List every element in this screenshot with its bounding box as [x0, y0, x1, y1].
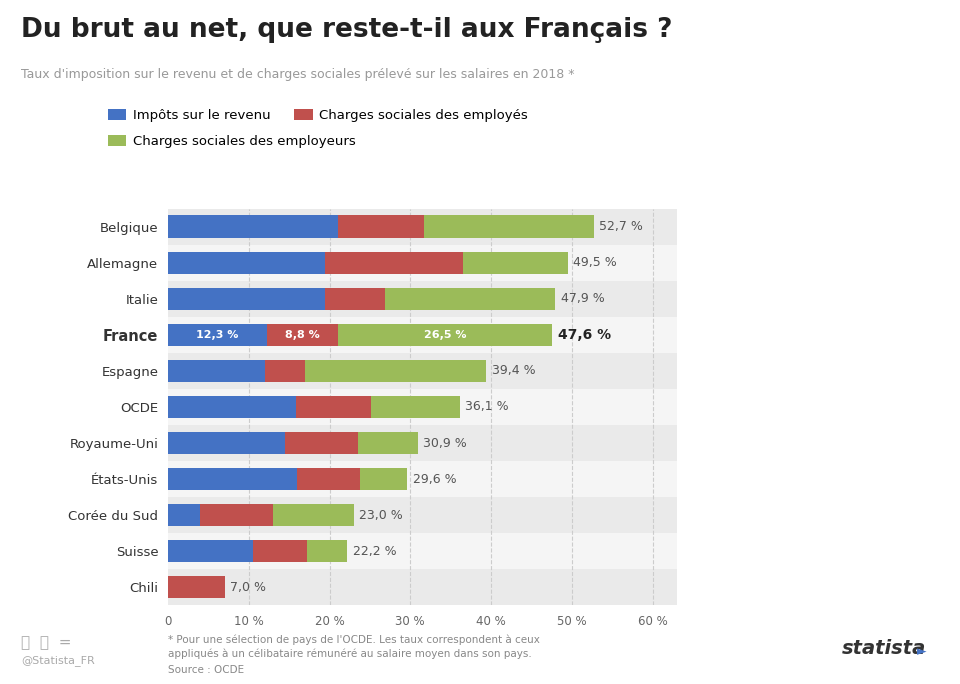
Bar: [168, 425, 701, 461]
Bar: [285, 432, 358, 454]
Bar: [168, 504, 201, 527]
Bar: [168, 324, 267, 346]
Bar: [267, 324, 339, 346]
Bar: [168, 389, 701, 425]
Legend: Impôts sur le revenu, Charges sociales des employés: Impôts sur le revenu, Charges sociales d…: [103, 104, 534, 127]
Bar: [273, 504, 353, 527]
Text: 49,5 %: 49,5 %: [573, 256, 617, 269]
Bar: [339, 324, 552, 346]
Bar: [168, 317, 701, 353]
Bar: [168, 209, 701, 245]
Text: 30,9 %: 30,9 %: [423, 436, 467, 449]
Text: * Pour une sélection de pays de l'OCDE. Les taux correspondent à ceux: * Pour une sélection de pays de l'OCDE. …: [168, 635, 540, 645]
Text: 26,5 %: 26,5 %: [424, 330, 467, 340]
Bar: [298, 468, 360, 490]
Bar: [168, 287, 325, 310]
Bar: [168, 540, 252, 562]
Text: 29,6 %: 29,6 %: [413, 473, 456, 486]
Text: ⓒ  ⓘ  =: ⓒ ⓘ =: [21, 635, 72, 650]
Text: 12,3 %: 12,3 %: [197, 330, 239, 340]
Bar: [424, 215, 593, 238]
Text: 22,2 %: 22,2 %: [353, 544, 396, 557]
Bar: [296, 396, 371, 418]
Text: appliqués à un célibataire rémunéré au salaire moyen dans son pays.: appliqués à un célibataire rémunéré au s…: [168, 648, 532, 659]
Bar: [305, 360, 486, 382]
Bar: [307, 540, 348, 562]
Bar: [371, 396, 460, 418]
Text: 8,8 %: 8,8 %: [285, 330, 321, 340]
Bar: [358, 432, 418, 454]
Text: @Statista_FR: @Statista_FR: [21, 655, 95, 666]
Bar: [168, 461, 701, 497]
Bar: [360, 468, 407, 490]
Bar: [168, 569, 701, 605]
Bar: [463, 252, 567, 274]
Text: Du brut au net, que reste-t-il aux Français ?: Du brut au net, que reste-t-il aux Franç…: [21, 17, 673, 43]
Bar: [168, 280, 701, 317]
Bar: [168, 360, 265, 382]
Bar: [168, 432, 285, 454]
Text: statista: statista: [842, 639, 926, 658]
Text: ►: ►: [913, 645, 926, 658]
Legend: Charges sociales des employeurs: Charges sociales des employeurs: [103, 130, 361, 153]
Bar: [168, 468, 298, 490]
Bar: [168, 396, 296, 418]
Text: 52,7 %: 52,7 %: [599, 220, 643, 233]
Bar: [168, 534, 701, 569]
Text: 39,4 %: 39,4 %: [492, 365, 536, 378]
Text: 7,0 %: 7,0 %: [230, 581, 266, 594]
Bar: [338, 215, 424, 238]
Bar: [265, 360, 305, 382]
Text: 47,6 %: 47,6 %: [558, 328, 612, 342]
Bar: [168, 353, 701, 389]
Text: Source : OCDE: Source : OCDE: [168, 665, 244, 675]
Bar: [168, 215, 338, 238]
Bar: [325, 287, 385, 310]
Bar: [168, 245, 701, 280]
Bar: [252, 540, 307, 562]
Bar: [201, 504, 273, 527]
Bar: [168, 497, 701, 534]
Text: Taux d'imposition sur le revenu et de charges sociales prélevé sur les salaires : Taux d'imposition sur le revenu et de ch…: [21, 68, 575, 81]
Text: 23,0 %: 23,0 %: [359, 509, 403, 522]
Text: 36,1 %: 36,1 %: [466, 400, 509, 414]
Bar: [385, 287, 555, 310]
Bar: [168, 252, 325, 274]
Bar: [325, 252, 463, 274]
Text: 47,9 %: 47,9 %: [561, 292, 604, 305]
Bar: [168, 576, 225, 598]
